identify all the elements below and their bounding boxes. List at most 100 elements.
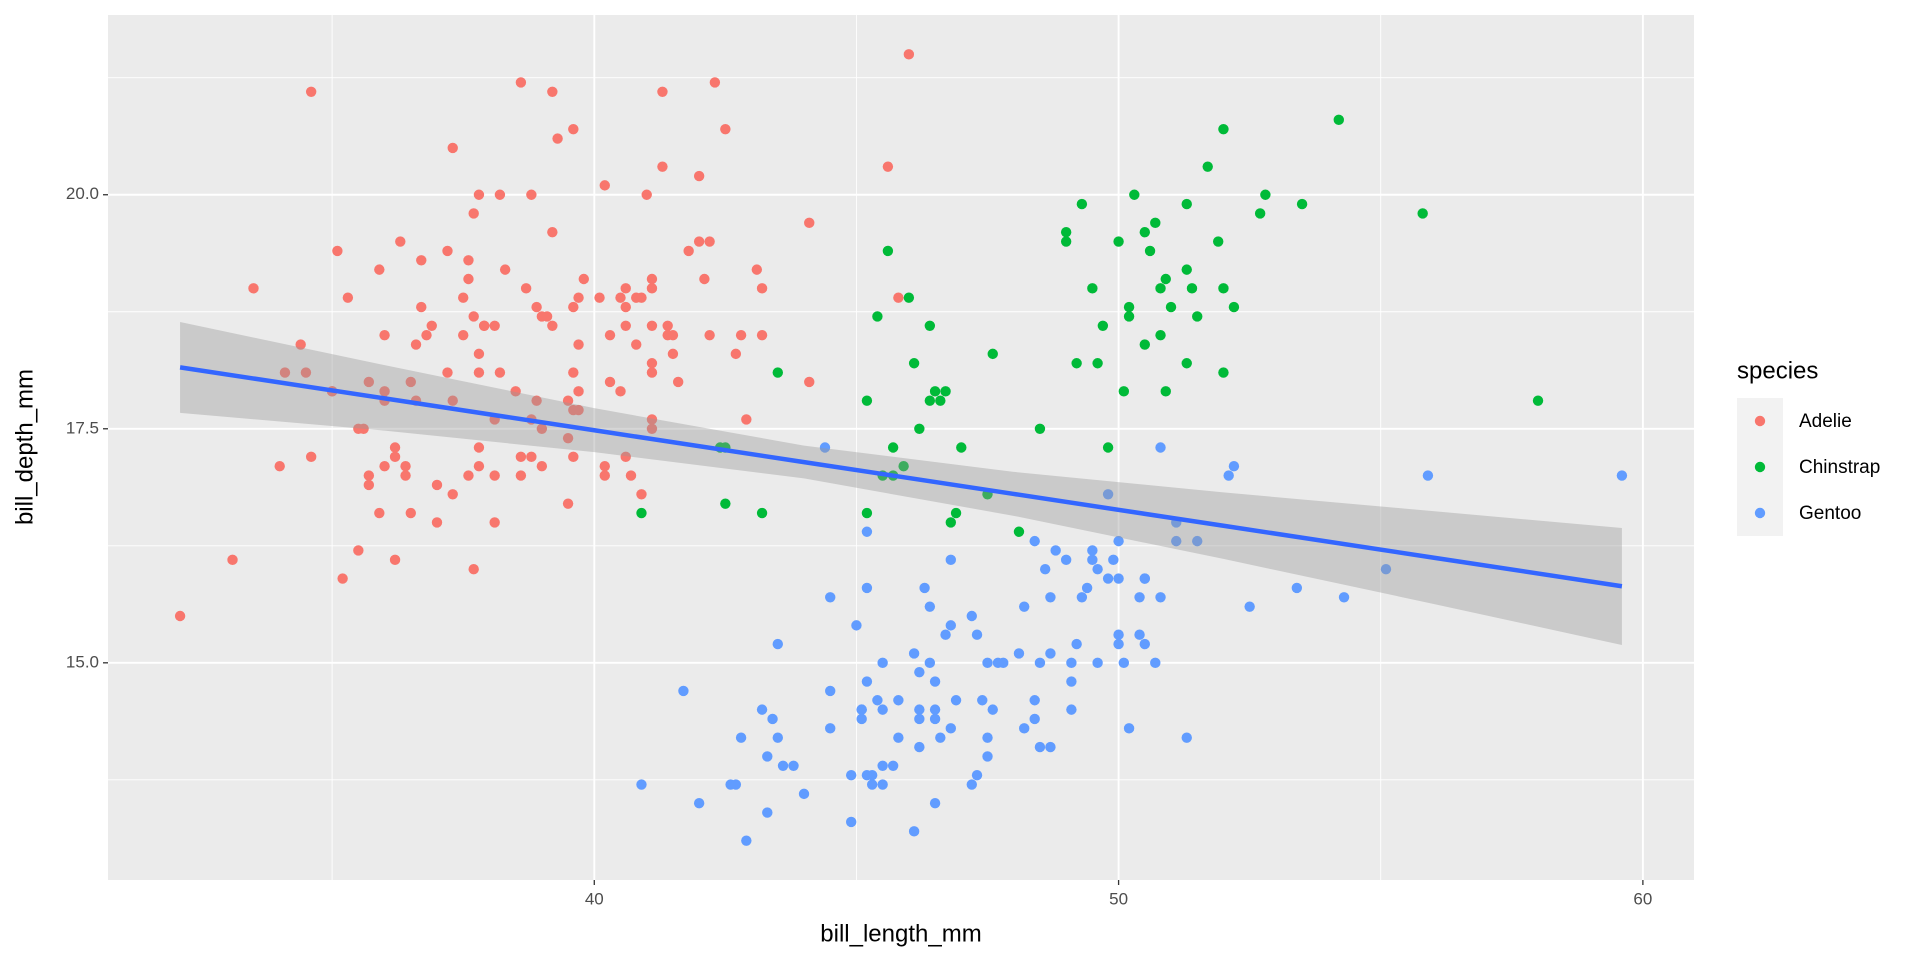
point: [987, 348, 998, 360]
point: [929, 798, 941, 809]
point: [1218, 124, 1229, 135]
point: [935, 395, 946, 406]
point: [877, 657, 888, 669]
point: [494, 367, 506, 378]
point: [353, 545, 364, 556]
point: [363, 470, 375, 481]
point: [641, 189, 652, 200]
point: [431, 517, 443, 528]
point: [615, 292, 626, 303]
point: [1254, 208, 1266, 219]
point: [667, 329, 679, 341]
point: [788, 760, 799, 771]
x-tick-label: 40: [585, 889, 604, 908]
point: [463, 470, 474, 481]
point: [966, 779, 977, 790]
point: [442, 367, 453, 378]
point: [1029, 695, 1040, 706]
point: [646, 273, 658, 285]
point: [1160, 273, 1171, 285]
point: [568, 451, 579, 463]
point: [573, 404, 584, 416]
point: [1155, 329, 1166, 341]
point: [1113, 638, 1124, 650]
point: [945, 554, 957, 566]
point: [956, 442, 967, 453]
point: [562, 395, 574, 406]
point: [494, 189, 506, 200]
point: [1296, 198, 1308, 210]
point: [646, 320, 658, 332]
point: [945, 620, 957, 631]
point: [1155, 442, 1166, 453]
point: [1422, 470, 1434, 481]
point: [274, 461, 285, 472]
point: [526, 451, 537, 463]
point: [431, 479, 443, 491]
point: [767, 713, 778, 725]
point: [1134, 629, 1145, 640]
point: [1186, 283, 1198, 294]
point: [1129, 189, 1140, 200]
point: [950, 695, 962, 706]
point: [893, 292, 904, 303]
legend: species Adelie Chinstrap Gentoo: [1737, 357, 1880, 536]
point: [1228, 301, 1240, 313]
point: [1139, 638, 1150, 650]
point: [730, 779, 742, 790]
point: [845, 769, 857, 781]
point: [620, 283, 631, 294]
point: [1202, 161, 1213, 172]
point: [825, 723, 836, 734]
point: [410, 339, 422, 350]
point: [1165, 301, 1177, 313]
y-axis-title: bill_depth_mm: [11, 369, 38, 525]
point: [1076, 198, 1088, 210]
point: [305, 451, 317, 463]
point: [1102, 573, 1114, 584]
point: [1213, 236, 1224, 247]
point: [861, 676, 873, 687]
point: [473, 442, 485, 453]
point: [893, 732, 904, 743]
point: [426, 320, 437, 332]
point: [573, 292, 584, 303]
point: [1113, 236, 1124, 247]
point: [683, 245, 694, 257]
point: [982, 751, 993, 762]
point: [599, 470, 610, 481]
point: [1118, 657, 1130, 669]
point: [1066, 676, 1077, 687]
point: [1150, 217, 1161, 229]
point: [631, 292, 642, 303]
point: [510, 386, 521, 397]
point: [473, 461, 485, 472]
point: [573, 339, 584, 350]
point: [547, 320, 558, 332]
point: [919, 582, 930, 594]
point: [1192, 535, 1203, 547]
point: [599, 180, 610, 191]
point: [982, 657, 993, 669]
point: [1417, 208, 1428, 219]
point: [1034, 657, 1046, 669]
point: [861, 769, 873, 781]
confidence-band: [180, 322, 1622, 646]
point: [751, 264, 763, 275]
point: [1139, 339, 1150, 350]
point: [929, 713, 941, 725]
point: [693, 170, 705, 182]
point: [804, 376, 815, 388]
point: [1087, 554, 1098, 566]
point: [1045, 648, 1056, 659]
point: [337, 573, 348, 584]
point: [562, 498, 574, 509]
point: [515, 77, 527, 88]
point: [1223, 470, 1234, 481]
point: [877, 779, 888, 790]
point: [1155, 283, 1166, 294]
point: [1155, 592, 1166, 603]
legend-symbol: [1754, 461, 1766, 473]
point: [1019, 601, 1030, 612]
point: [741, 835, 752, 846]
